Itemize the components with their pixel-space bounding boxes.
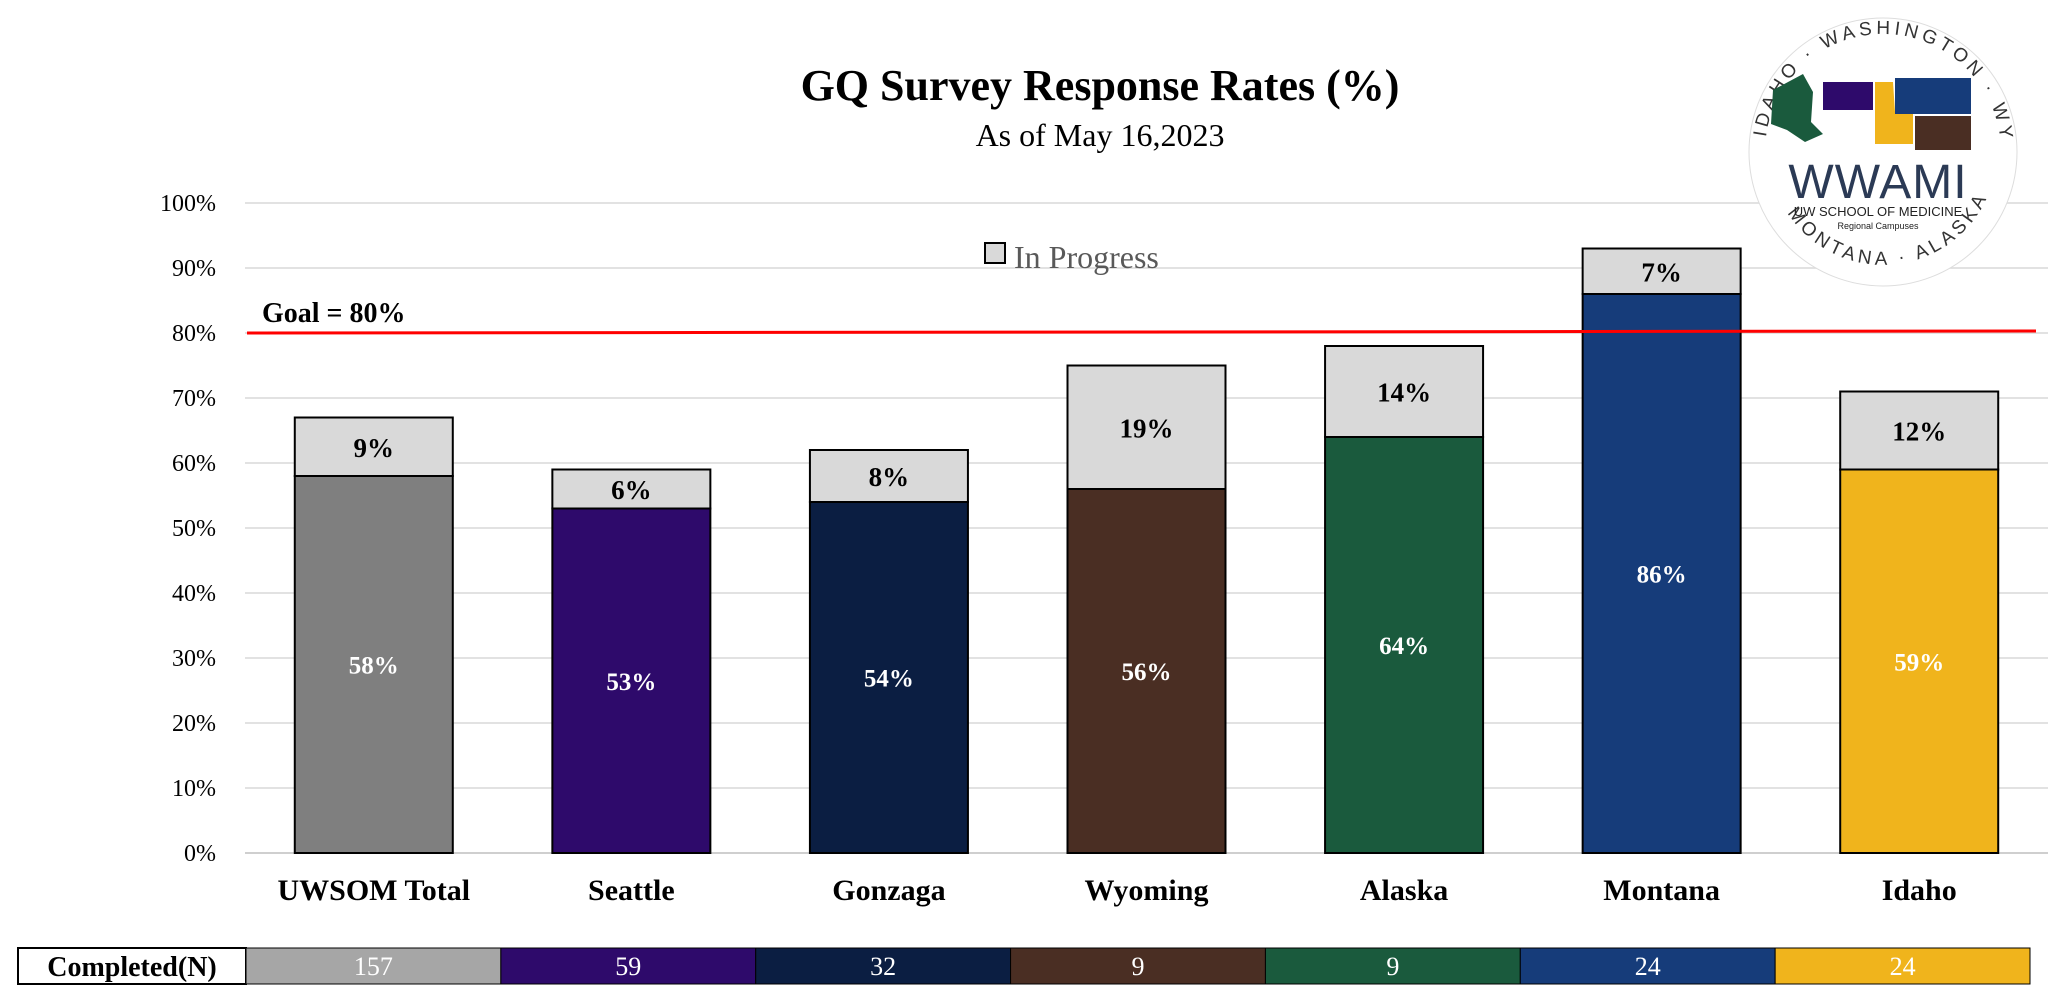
data-label-completed: 54%	[864, 666, 914, 693]
table-cell-value: 9	[1132, 952, 1145, 981]
chart-subtitle: As of May 16,2023	[976, 117, 1225, 153]
bar-in-progress	[1839, 390, 2000, 471]
logo-line2: Regional Campuses	[1837, 221, 1919, 231]
table-cell	[1774, 947, 2031, 985]
data-label-in-progress: 12%	[1892, 417, 1946, 447]
data-label-completed: 86%	[1637, 562, 1687, 589]
data-label-completed: 64%	[1379, 633, 1429, 660]
table-cell-value: 24	[1635, 952, 1661, 981]
data-label-completed: 53%	[606, 669, 656, 696]
legend-swatch-in-progress	[984, 242, 1006, 264]
y-tick-label: 60%	[172, 451, 216, 477]
logo-line1: UW SCHOOL OF MEDICINE	[1794, 204, 1963, 219]
bar-completed	[293, 475, 454, 854]
table-cell-value: 9	[1386, 952, 1399, 981]
bar-completed	[1324, 436, 1485, 854]
bar-in-progress	[1324, 345, 1485, 438]
states-map-icon	[1771, 74, 1971, 150]
y-tick-label: 10%	[172, 776, 216, 802]
chart-title: GQ Survey Response Rates (%)	[801, 61, 1400, 110]
bar-in-progress	[1066, 364, 1227, 490]
table-header-label: Completed(N)	[47, 952, 217, 983]
table-cell	[245, 947, 502, 985]
bar-in-progress	[293, 416, 454, 477]
legend: In Progress	[984, 239, 1159, 275]
y-tick-label: 90%	[172, 256, 216, 282]
table-header-cell	[17, 947, 247, 985]
data-label-completed: 58%	[349, 653, 399, 680]
x-axis-label: Wyoming	[1085, 874, 1209, 907]
y-tick-label: 40%	[172, 581, 216, 607]
table-cell-value: 59	[615, 952, 641, 981]
table-cell	[1264, 947, 1521, 985]
x-axis-label: Gonzaga	[832, 874, 945, 907]
goal-line	[246, 329, 2037, 335]
data-label-in-progress: 8%	[869, 462, 910, 492]
table-cell	[500, 947, 757, 985]
table-cell-value: 24	[1890, 952, 1916, 981]
y-tick-label: 0%	[184, 841, 216, 867]
bar-completed	[551, 507, 712, 854]
bar-completed	[1581, 293, 1742, 854]
y-tick-label: 20%	[172, 711, 216, 737]
x-axis-label: Alaska	[1360, 874, 1448, 907]
y-tick-label: 30%	[172, 646, 216, 672]
y-tick-label: 50%	[172, 516, 216, 542]
data-label-in-progress: 9%	[354, 433, 395, 463]
y-axis-ticks: 0% 10% 20% 30% 40% 50% 60% 70% 80% 90% 100%	[160, 191, 216, 867]
data-label-completed: 59%	[1894, 649, 1944, 676]
legend-label-in-progress: In Progress	[1014, 239, 1159, 275]
bar-in-progress	[551, 468, 712, 510]
wwami-logo: IDAHO · WASHINGTON · WYOMING MONTANA · A…	[1748, 17, 2018, 287]
goal-label: Goal = 80%	[262, 298, 406, 329]
x-axis-label: Idaho	[1882, 874, 1957, 907]
logo-wordmark: WWAMI	[1788, 156, 1967, 209]
bar-completed	[1839, 468, 2000, 854]
table-cell	[755, 947, 1012, 985]
data-label-completed: 56%	[1122, 659, 1172, 686]
x-axis-label: Montana	[1603, 874, 1720, 907]
bar-in-progress	[1581, 247, 1742, 295]
x-axis-labels: UWSOM Total Seattle Gonzaga Wyoming Alaska Mo…	[278, 874, 1957, 907]
x-axis-label: UWSOM Total	[278, 874, 471, 907]
y-tick-label: 80%	[172, 321, 216, 347]
y-tick-label: 70%	[172, 386, 216, 412]
bar-completed	[1066, 488, 1227, 854]
table-cell-value: 32	[870, 952, 896, 981]
bar-completed	[808, 501, 969, 854]
x-axis-label: Seattle	[588, 874, 675, 907]
data-label-in-progress: 7%	[1641, 257, 1682, 287]
bar-in-progress	[808, 449, 969, 503]
data-label-in-progress: 19%	[1120, 413, 1174, 443]
y-tick-label: 100%	[160, 191, 216, 217]
table-cell-value: 157	[354, 952, 393, 981]
completed-table: Completed(N) 157 59 32 9 9 24 24	[17, 947, 2031, 985]
data-label-in-progress: 6%	[611, 475, 652, 505]
data-label-in-progress: 14%	[1377, 378, 1431, 408]
bars: 58% 9% 53% 6% 54% 8% 56% 19% 64% 14% 86% 7% 59% 12%	[293, 247, 2000, 854]
table-cell	[1519, 947, 1776, 985]
table-cell	[1010, 947, 1266, 985]
